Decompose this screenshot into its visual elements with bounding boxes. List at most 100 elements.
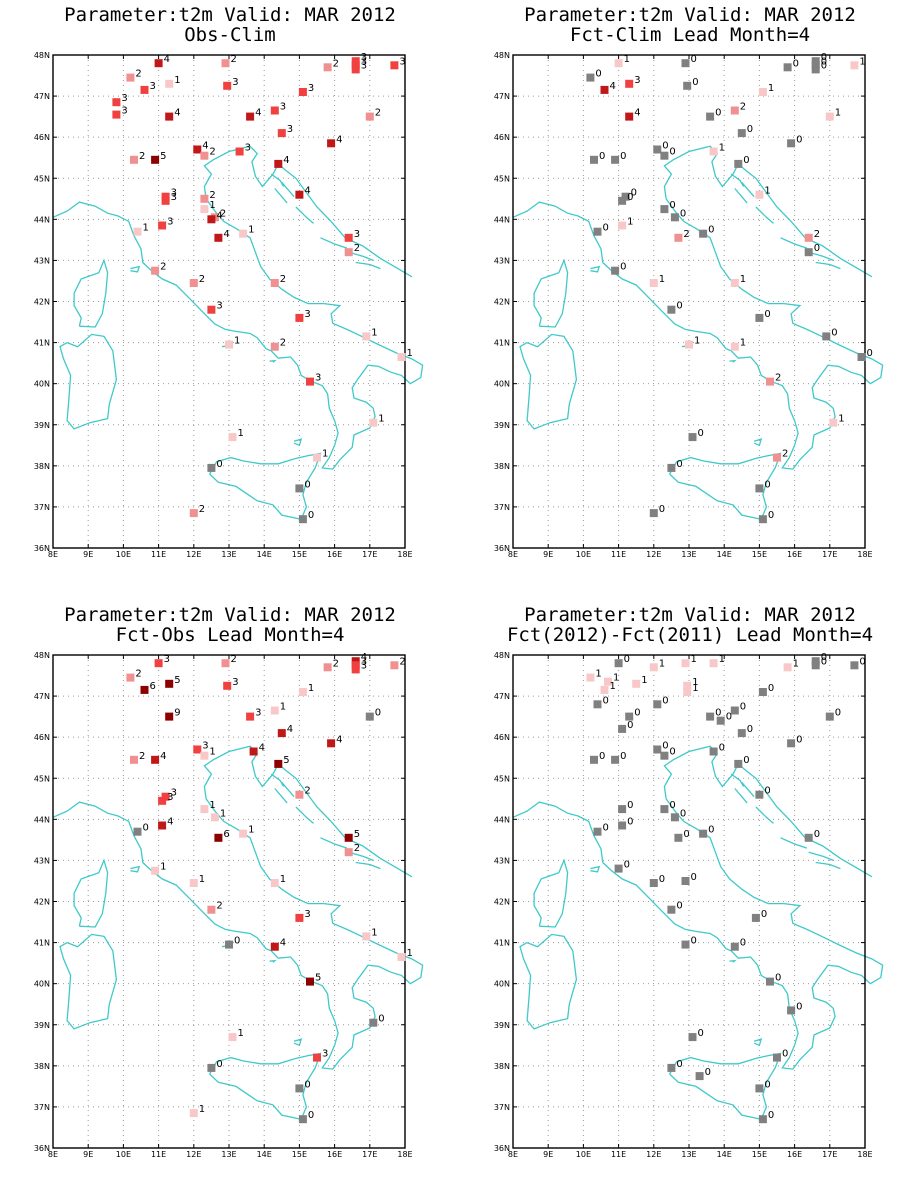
station-marker [674,233,683,242]
station-value-label: 3 [304,909,310,920]
station-marker [625,112,634,121]
station-marker [730,942,739,951]
coastline-dalmatian-island [815,861,841,870]
tick-label-lon: 16E [327,550,342,559]
tick-label-lon: 10E [116,550,131,559]
station-value-label: 0 [662,741,668,752]
station-marker [158,796,167,805]
station-marker [618,821,627,830]
station-value-label: 0 [627,192,633,203]
station-value-label: 3 [232,77,238,88]
station-marker [151,155,160,164]
station-marker [621,192,630,201]
station-marker [235,147,244,156]
station-value-label: 2 [216,901,222,912]
station-marker [249,747,258,756]
tick-label-lon: 8E [48,550,58,559]
station-value-label: 1 [768,83,774,94]
station-marker [369,418,378,427]
station-value-label: 1 [692,683,698,694]
coastline-dalmatian-island [734,788,748,804]
station-value-label: 0 [375,708,381,719]
station-value-label: 0 [634,708,640,719]
tick-label-lon: 9E [83,1150,93,1159]
tick-label-lon: 15E [752,1150,767,1159]
coastline-dalmatian-island [281,181,295,198]
station-value-label: 3 [361,52,367,63]
tick-label-lon: 8E [508,550,518,559]
tick-label-lon: 11E [611,1150,626,1159]
station-marker [200,151,209,160]
station-value-label: 2 [220,208,226,219]
station-value-label: 3 [216,301,222,312]
coastline-small-island [130,865,141,873]
station-value-label: 0 [680,808,686,819]
panel-title-line1: Parameter:t2m Valid: MAR 2012 [524,4,856,26]
station-marker [667,1063,676,1072]
station-marker [161,196,170,205]
coastline-small-island [293,1038,303,1047]
station-value-label: 0 [835,708,841,719]
station-marker [688,1033,697,1042]
coastline-dalmatian-island [320,837,348,849]
station-marker [667,463,676,472]
station-marker [787,139,796,148]
station-marker [161,792,170,801]
tick-label-lat: 36N [494,1144,510,1153]
station-value-label: 0 [599,751,605,762]
station-marker [344,233,353,242]
station-value-label: 3 [150,81,156,92]
station-value-label: 0 [691,936,697,947]
coastline-dalmatian-island [348,851,374,862]
station-value-label: 0 [698,1028,704,1039]
station-value-label: 9 [174,708,180,719]
station-marker [270,706,279,715]
station-value-label: 2 [333,658,339,669]
station-value-label: 1 [793,658,799,669]
station-marker [660,205,669,214]
coastline-dalmatian-island [274,788,288,804]
station-value-label: 2 [304,786,310,797]
station-value-label: 1 [378,414,384,425]
map-panel-obs-clim: Parameter:t2m Valid: MAR 2012 Obs-Clim 8… [0,0,460,600]
station-marker [189,879,198,887]
station-value-label: 0 [814,243,820,254]
station-marker [604,677,612,686]
tick-label-lon: 10E [576,550,591,559]
station-value-label: 0 [782,1049,788,1060]
station-value-label: 2 [399,656,405,667]
station-marker [600,85,609,94]
station-marker [758,515,767,524]
tick-label-lon: 10E [116,1150,131,1159]
station-value-label: 0 [743,755,749,766]
station-marker [214,833,223,842]
station-marker [200,205,209,214]
map-panel-fct-diff: Parameter:t2m Valid: MAR 2012 Fct(2012)-… [460,600,920,1200]
station-marker [755,190,764,199]
panel-title-line1: Parameter:t2m Valid: MAR 2012 [524,604,856,626]
station-value-label: 2 [333,58,339,69]
station-marker [586,73,595,82]
station-value-label: 1 [234,336,240,347]
station-value-label: 2 [209,147,215,158]
station-value-label: 4 [361,652,367,663]
station-marker [158,821,167,830]
station-marker [207,305,216,314]
station-marker [811,57,820,66]
station-value-label: 0 [308,510,314,521]
tick-label-lat: 45N [34,174,50,183]
station-marker [709,659,718,668]
station-marker [313,1053,321,1062]
tick-label-lat: 48N [494,51,510,60]
station-value-label: 2 [354,243,360,254]
station-value-label: 0 [867,348,873,359]
station-value-label: 0 [662,141,668,152]
station-value-label: 0 [627,800,633,811]
station-marker [351,57,360,66]
coastline-small-island [293,438,303,447]
tick-label-lat: 40N [494,980,510,989]
station-value-label: 0 [669,800,675,811]
tick-label-lat: 47N [34,692,50,701]
tick-label-lat: 43N [494,856,510,865]
station-marker [611,155,620,164]
